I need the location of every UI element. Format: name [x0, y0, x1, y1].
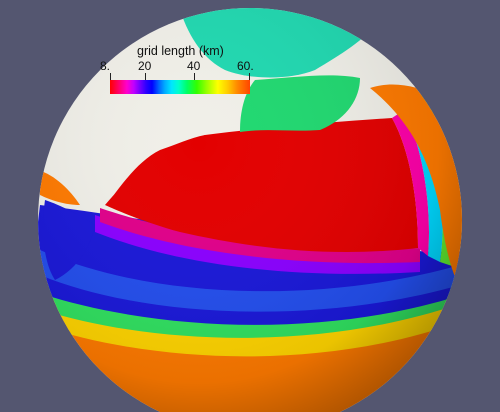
- colorbar-legend: grid length (km) 8. 20 40 60.: [100, 43, 256, 99]
- tick-label-40: 40: [187, 59, 201, 73]
- tick-label-8: 8.: [100, 59, 111, 73]
- tick-mark-8: [110, 73, 111, 80]
- colorbar: [110, 80, 250, 94]
- tick-mark-20: [145, 73, 146, 80]
- legend-title: grid length (km): [137, 44, 224, 58]
- tick-label-60: 60.: [237, 59, 254, 73]
- tick-label-20: 20: [138, 59, 152, 73]
- tick-mark-40: [194, 73, 195, 80]
- tick-mark-60: [249, 73, 250, 80]
- globe-shading: [38, 8, 462, 412]
